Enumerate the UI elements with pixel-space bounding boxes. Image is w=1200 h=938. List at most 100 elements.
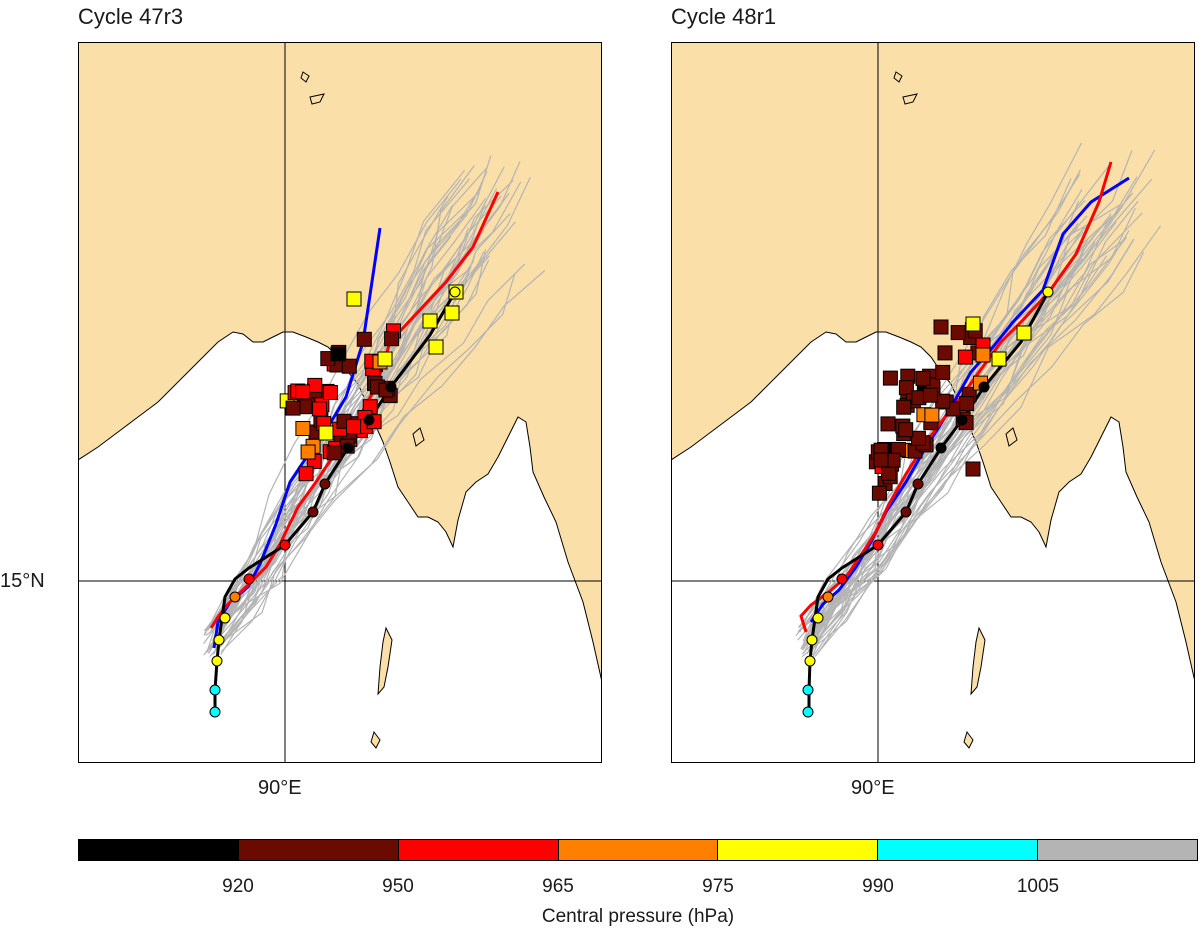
ensemble-track-line (800, 173, 1081, 649)
forecast-landfall-square (965, 316, 981, 332)
forecast-landfall-square (356, 331, 372, 347)
lat-label-15n: 15°N (0, 570, 45, 592)
colorbar-segment-6 (878, 840, 1039, 860)
best-track-point (211, 655, 223, 667)
map-frame (78, 42, 602, 763)
forecast-landfall-square (898, 380, 914, 396)
forecast-landfall-square (871, 485, 887, 501)
forecast-landfall-square (295, 384, 311, 400)
forecast-landfall-square (322, 385, 338, 400)
forecast-landfall-square (965, 461, 981, 477)
best-track-point (812, 612, 824, 624)
forecast-landfall-square (346, 419, 362, 435)
colorbar-tick-975: 975 (702, 876, 734, 897)
ensemble-track-line (220, 273, 516, 644)
forecast-landfall-square (295, 421, 311, 436)
colorbar-tick-950: 950 (382, 876, 414, 897)
colorbar-tick-990: 990 (862, 876, 894, 897)
best-track-point (978, 381, 990, 393)
forecast-landfall-square (896, 399, 912, 415)
forecast-landfall-square (959, 396, 975, 412)
forecast-landfall-square (346, 291, 362, 307)
colorbar-segment-4 (558, 840, 719, 860)
colorbar-title: Central pressure (hPa) (541, 906, 735, 927)
forecast-landfall-square (428, 339, 444, 355)
best-track-point (872, 539, 884, 551)
best-track-point (219, 612, 231, 624)
best-track-markers (802, 286, 1054, 718)
forecast-landfall-square (881, 465, 897, 481)
forecast-landfall-square (312, 401, 328, 417)
lon-label-right: 90°E (851, 777, 895, 799)
colorbar-tick-1005: 1005 (1016, 876, 1060, 897)
panel-title-right: Cycle 48r1 (671, 4, 777, 29)
islands (300, 71, 425, 749)
map-svg-right (671, 42, 1195, 763)
forecast-landfall-square (882, 370, 898, 386)
forecast-landfall-square (873, 452, 889, 468)
best-track-markers (209, 286, 461, 718)
best-track-point (836, 573, 848, 585)
forecast-landfall-square (957, 349, 973, 365)
best-track-point (1042, 286, 1054, 298)
best-track-point (229, 591, 241, 603)
forecast-landfall-square (924, 407, 940, 423)
forecast-landfall-square (330, 346, 346, 362)
best-track-point (319, 478, 331, 490)
best-track-point (385, 381, 397, 393)
forecast-landfall-square (298, 466, 314, 482)
forecast-landfall-square (422, 313, 438, 329)
best-track-point (449, 286, 461, 298)
forecast-landfall-square (950, 325, 966, 341)
forecast-landfall-square (318, 425, 334, 441)
forecast-landfall-square (935, 364, 951, 380)
ensemble-track-line (219, 260, 483, 634)
best-track-point (209, 706, 221, 718)
colorbar-segment-3 (398, 840, 559, 860)
best-track-point (279, 539, 291, 551)
forecast-landfall-square (326, 445, 342, 461)
forecast-landfall-square (922, 387, 938, 403)
forecast-landfall-square (915, 370, 931, 386)
best-track-point (822, 591, 834, 603)
best-track-point (802, 706, 814, 718)
forecast-landfall-square (377, 351, 393, 367)
best-track-point (956, 414, 968, 426)
colorbar-segment-7 (1038, 840, 1198, 860)
lon-label-left: 90°E (258, 777, 302, 799)
ensemble-track-line (221, 197, 487, 630)
forecast-markers (279, 284, 464, 482)
forecast-landfall-square (285, 400, 301, 416)
forecast-landfall-square (933, 319, 949, 335)
pressure-colorbar (78, 839, 1198, 861)
colorbar-tick-920: 920 (222, 876, 254, 897)
forecast-landfall-square (444, 305, 460, 321)
best-track-point (342, 442, 354, 454)
best-track-point (935, 442, 947, 454)
best-track-point (806, 634, 818, 646)
ensemble-track-line (206, 170, 466, 653)
panel-title-left: Cycle 47r3 (78, 4, 184, 29)
forecast-landfall-square (384, 331, 400, 347)
best-track-point (243, 573, 255, 585)
ensemble-track-line (814, 225, 1161, 657)
forecast-landfall-square (975, 347, 991, 363)
map-panel-right (671, 42, 1195, 763)
colorbar-segment-5 (718, 840, 879, 860)
ensemble-track-line (218, 155, 492, 631)
map-panel-left (78, 42, 602, 763)
map-frame (671, 42, 1195, 763)
forecast-landfall-square (1016, 325, 1032, 341)
colorbar-segment-1 (79, 840, 239, 860)
best-track-point (363, 414, 375, 426)
forecast-landfall-square (880, 416, 896, 432)
forecast-landfall-square (300, 444, 316, 460)
ensemble-track-line (809, 222, 1079, 651)
islands (893, 71, 1018, 749)
forecast-landfall-square (898, 422, 914, 438)
forecast-landfall-square (911, 430, 926, 446)
best-track-point (209, 684, 221, 696)
ensemble-track-line (809, 255, 1108, 656)
map-svg-left (78, 42, 602, 763)
colorbar-segment-2 (238, 840, 399, 860)
